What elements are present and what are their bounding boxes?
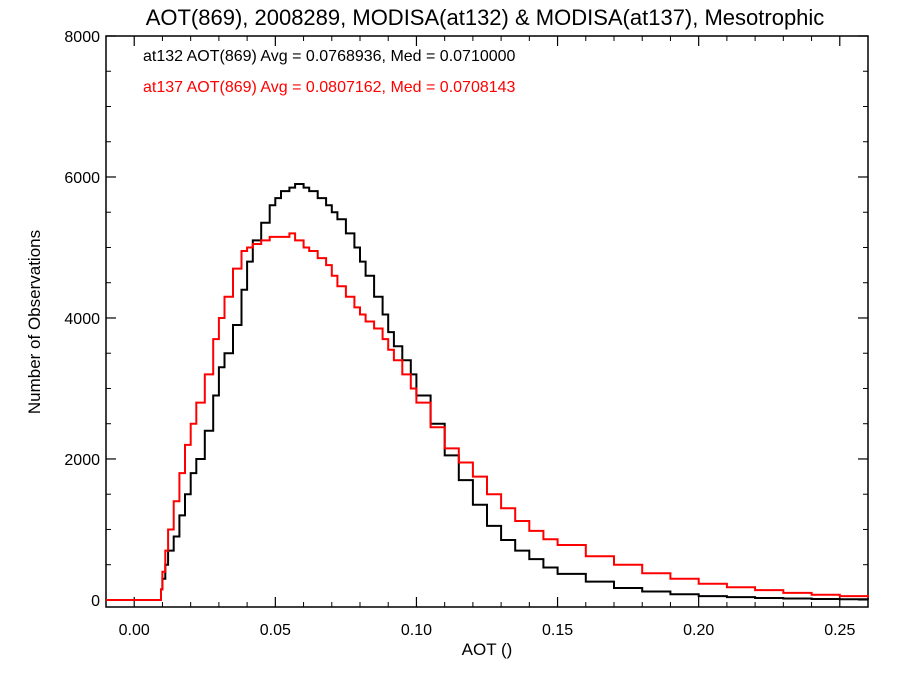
annotation-at137: at137 AOT(869) Avg = 0.0807162, Med = 0.… (143, 79, 516, 96)
series-layer (106, 183, 869, 601)
y-tick-label: 2000 (64, 452, 100, 469)
x-tick-label: 0.00 (119, 622, 150, 639)
y-tick-label: 6000 (64, 170, 100, 187)
y-tick-label: 4000 (64, 311, 100, 328)
x-tick-label: 0.15 (542, 622, 573, 639)
y-axis-label: Number of Observations (25, 230, 44, 414)
x-tick-label: 0.10 (401, 622, 432, 639)
plot-border (105, 35, 869, 608)
chart-title: AOT(869), 2008289, MODISA(at132) & MODIS… (146, 5, 825, 30)
axis-ticks (105, 35, 869, 607)
x-axis-label: AOT () (462, 640, 513, 659)
series-line-at132 (106, 183, 869, 601)
annotation-at132: at132 AOT(869) Avg = 0.0768936, Med = 0.… (143, 48, 516, 65)
plot-frame (105, 35, 869, 608)
y-tick-label: 8000 (64, 29, 100, 46)
series-line-at137 (106, 232, 869, 601)
axis-tick-labels: 0.00 0.05 0.10 0.15 0.20 0.25 0 2000 4000 6000 800… (64, 29, 855, 639)
x-tick-label: 0.20 (683, 622, 714, 639)
x-tick-label: 0.05 (260, 622, 291, 639)
y-tick-label: 0 (91, 593, 100, 610)
x-tick-label: 0.25 (824, 622, 855, 639)
